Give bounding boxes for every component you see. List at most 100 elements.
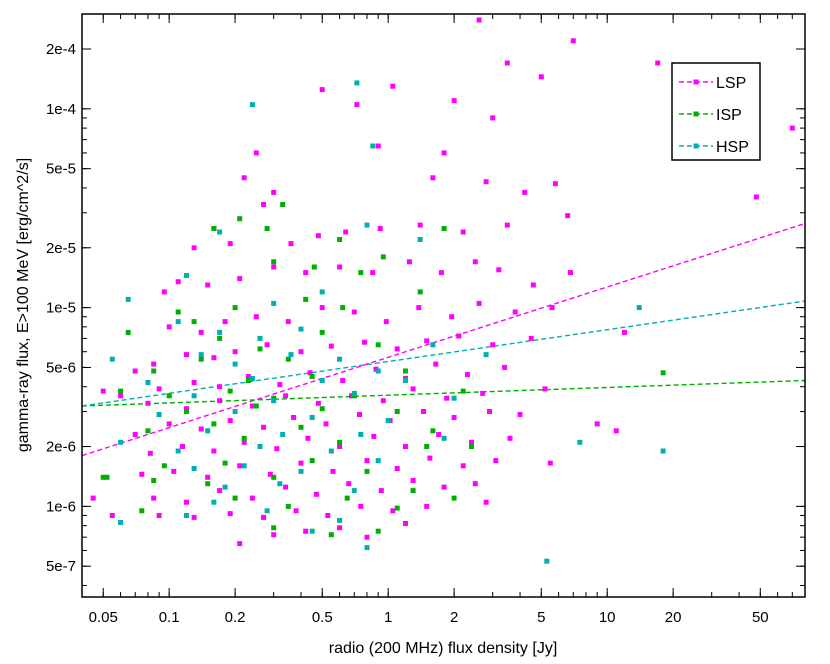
data-point	[271, 264, 277, 270]
y-tick-label: 5e-5	[46, 161, 76, 178]
data-point	[565, 213, 571, 219]
data-point	[261, 202, 267, 207]
data-point	[313, 491, 319, 497]
data-point	[184, 273, 189, 278]
y-tick-label: 5e-7	[46, 558, 76, 575]
y-axis-label: gamma-ray flux, E>100 MeV [erg/cm^2/s]	[15, 158, 32, 452]
data-point	[271, 525, 277, 531]
data-point	[337, 237, 343, 242]
data-point	[315, 400, 321, 406]
data-point	[280, 432, 286, 437]
data-point	[433, 361, 439, 367]
data-point	[261, 514, 267, 520]
data-point	[319, 378, 325, 383]
data-point	[277, 481, 283, 487]
data-point	[377, 226, 383, 231]
data-point	[151, 495, 157, 501]
data-point	[156, 412, 162, 417]
legend-label-isp: ISP	[716, 107, 742, 124]
data-point	[285, 356, 291, 362]
data-point	[271, 398, 277, 404]
data-point	[487, 409, 492, 414]
data-point	[298, 468, 304, 474]
data-point	[227, 388, 233, 394]
x-tick-label: 0.1	[159, 609, 180, 626]
data-point	[375, 458, 381, 464]
data-point	[222, 484, 228, 490]
data-point	[211, 421, 217, 427]
data-point	[354, 102, 360, 108]
data-point	[298, 460, 304, 466]
legend-marker-isp	[693, 111, 699, 117]
data-point	[430, 342, 436, 348]
data-point	[315, 233, 321, 239]
data-point	[198, 329, 204, 335]
data-point	[358, 503, 364, 509]
data-point	[227, 511, 233, 517]
data-point	[337, 444, 343, 449]
x-tick-label: 5	[537, 609, 545, 626]
data-point	[337, 517, 343, 523]
data-point	[283, 484, 289, 490]
data-point	[547, 460, 553, 466]
legend-marker-hsp	[693, 143, 699, 149]
data-point	[241, 463, 247, 469]
data-point	[403, 444, 408, 449]
data-point	[660, 370, 666, 376]
data-point	[385, 418, 391, 424]
data-point	[349, 393, 354, 399]
data-point	[237, 463, 243, 469]
data-point	[245, 374, 251, 379]
data-point	[171, 468, 177, 474]
data-point	[351, 488, 357, 494]
data-point	[622, 329, 627, 335]
data-point	[166, 393, 172, 399]
data-point	[237, 276, 243, 282]
data-point	[594, 421, 600, 427]
data-point	[451, 98, 457, 104]
data-point	[351, 390, 357, 396]
data-point	[451, 495, 457, 501]
data-point	[483, 179, 489, 185]
y-tick-label: 2e-6	[46, 439, 76, 456]
data-point	[323, 421, 329, 427]
y-tick-label: 1e-5	[46, 300, 76, 317]
data-point	[139, 471, 145, 477]
data-point	[319, 305, 325, 311]
data-point	[504, 60, 510, 66]
data-point	[328, 448, 334, 454]
data-point	[303, 528, 309, 534]
data-point	[325, 513, 331, 518]
data-point	[257, 346, 263, 352]
x-tick-label: 50	[752, 609, 769, 626]
data-point	[232, 361, 238, 367]
data-point	[522, 189, 528, 195]
data-point	[288, 241, 294, 247]
data-point	[241, 175, 247, 181]
data-point	[406, 259, 412, 265]
data-point	[222, 319, 228, 325]
x-tick-label: 2	[450, 609, 458, 626]
data-point	[145, 428, 151, 434]
data-point	[264, 508, 270, 514]
data-point	[476, 300, 482, 306]
data-point	[280, 202, 286, 207]
data-point	[375, 528, 381, 534]
data-point	[496, 267, 502, 273]
data-point	[394, 466, 400, 471]
data-point	[90, 495, 96, 501]
x-tick-label: 1	[384, 609, 392, 626]
data-point	[753, 194, 759, 200]
data-point	[451, 395, 457, 401]
data-point	[441, 435, 447, 441]
x-axis-ticks: 0.05 0.1 0.2 0.5 1 2 5 10 20 50	[81, 14, 806, 626]
data-point	[291, 415, 297, 420]
x-tick-label: 10	[599, 609, 616, 626]
data-point	[184, 406, 189, 412]
data-point	[139, 508, 145, 514]
data-point	[184, 513, 189, 518]
data-point	[205, 481, 211, 487]
data-point	[655, 60, 661, 66]
data-point	[118, 388, 124, 394]
data-point	[441, 484, 447, 490]
